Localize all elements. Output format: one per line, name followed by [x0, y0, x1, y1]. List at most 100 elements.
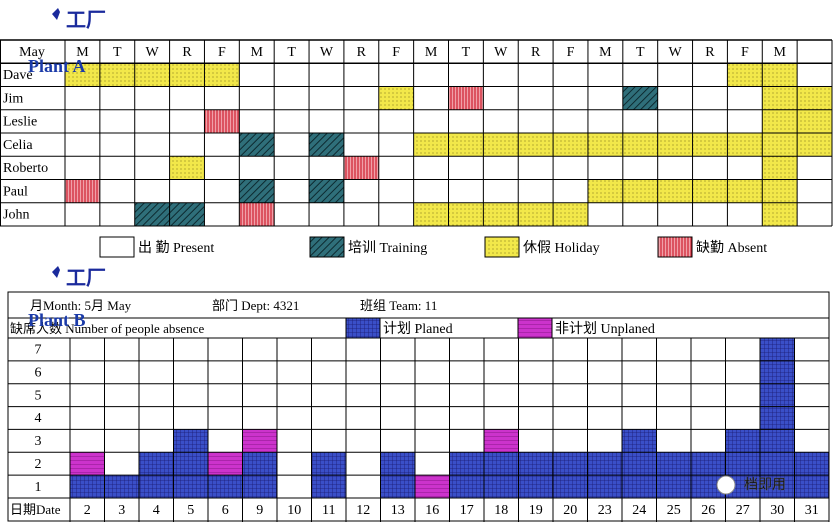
status-cell [99, 63, 135, 87]
status-cell [692, 202, 728, 226]
status-cell [587, 86, 623, 110]
employee-name: Celia [3, 138, 33, 153]
date-label: 30 [770, 503, 784, 518]
status-cell [239, 86, 275, 110]
status-cell [204, 133, 240, 157]
date-label: 3 [118, 503, 125, 518]
status-cell [413, 179, 449, 203]
status-cell [797, 202, 832, 226]
status-cell [622, 179, 658, 203]
status-cell [762, 179, 798, 203]
status-cell [727, 86, 763, 110]
bar [70, 475, 105, 498]
status-cell [448, 133, 484, 157]
status-cell [657, 86, 693, 110]
bar [622, 429, 657, 498]
status-cell [448, 86, 484, 110]
y-tick-label: 5 [35, 388, 42, 403]
status-cell [343, 63, 379, 87]
status-cell [448, 109, 484, 133]
status-cell [692, 156, 728, 180]
day-label: R [182, 45, 192, 60]
status-cell [622, 109, 658, 133]
legend-swatch [657, 236, 693, 258]
status-cell [378, 202, 414, 226]
legend-label: 休假 Holiday [523, 240, 600, 256]
plant-b: 月Month: 5月 May 部门 Dept: 4321 班组 Team: 11 缺席… [7, 291, 830, 522]
date-label: 16 [425, 503, 439, 518]
status-cell [309, 133, 344, 157]
bar [70, 452, 105, 476]
day-label: F [218, 45, 226, 60]
status-cell [797, 156, 832, 180]
status-cell [169, 63, 205, 87]
status-cell [692, 133, 728, 157]
status-cell [239, 156, 275, 180]
status-cell [413, 86, 449, 110]
day-label: F [392, 45, 400, 60]
bar [173, 429, 208, 498]
bar [242, 429, 277, 453]
status-cell [99, 133, 135, 157]
status-cell [553, 86, 588, 110]
status-cell [622, 63, 658, 87]
status-cell [134, 86, 170, 110]
legend-label: 非计划 Unplaned [555, 321, 655, 337]
team: 班组 Team: 11 [360, 298, 437, 313]
status-cell [134, 202, 170, 226]
status-cell [99, 156, 135, 180]
status-cell [343, 202, 379, 226]
date-label: 10 [287, 503, 301, 518]
status-cell [657, 202, 693, 226]
bar [760, 338, 795, 498]
status-cell [553, 133, 588, 157]
status-cell [239, 109, 275, 133]
status-cell [553, 156, 588, 180]
status-cell [587, 156, 623, 180]
status-cell [378, 179, 414, 203]
status-cell [99, 179, 135, 203]
status-cell [378, 109, 414, 133]
status-cell [692, 63, 728, 87]
date-label: 23 [598, 503, 612, 518]
status-cell [483, 156, 519, 180]
status-cell [448, 202, 484, 226]
y-tick-label: 7 [35, 343, 42, 358]
status-cell [797, 109, 832, 133]
status-cell [657, 133, 693, 157]
status-cell [483, 63, 519, 87]
y-tick-label: 2 [35, 457, 42, 472]
status-cell [762, 63, 798, 87]
date-label: 20 [563, 503, 577, 518]
status-cell [413, 156, 449, 180]
status-cell [65, 179, 100, 203]
day-label: T [113, 45, 122, 60]
day-label: W [320, 45, 334, 60]
employee-name: Jim [3, 91, 23, 106]
icon [52, 266, 60, 278]
status-cell [169, 133, 205, 157]
status-cell [239, 202, 275, 226]
day-label: M [773, 45, 786, 60]
status-cell [692, 109, 728, 133]
status-cell [762, 202, 798, 226]
status-cell [169, 179, 205, 203]
y-tick-label: 1 [35, 480, 42, 495]
status-cell [99, 202, 135, 226]
status-cell [343, 156, 379, 180]
employee-name: John [3, 208, 29, 223]
status-cell [274, 86, 310, 110]
day-label: M [425, 45, 438, 60]
employee-name: Roberto [3, 161, 48, 176]
status-cell [797, 86, 832, 110]
status-cell [309, 156, 344, 180]
status-cell [274, 109, 310, 133]
day-label: M [76, 45, 89, 60]
status-cell [448, 63, 484, 87]
employee-name: Leslie [3, 115, 37, 130]
status-cell [518, 109, 554, 133]
y-tick-label: 6 [35, 366, 42, 381]
status-cell [274, 156, 310, 180]
date-label: 9 [256, 503, 263, 518]
